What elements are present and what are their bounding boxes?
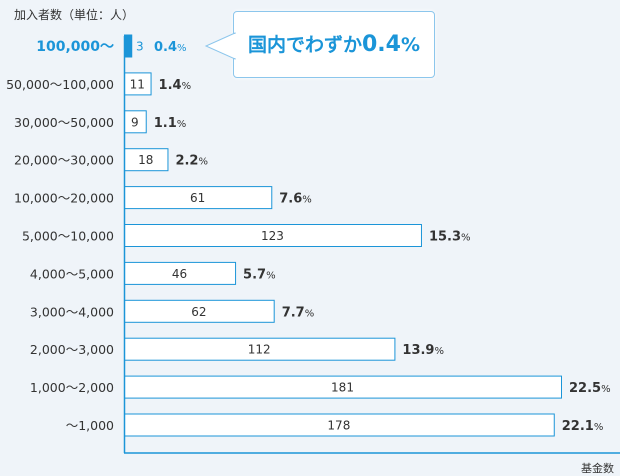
percent-label: 22.5% — [569, 381, 611, 396]
x-axis-label: 基金数 — [581, 462, 614, 475]
percent-unit: % — [182, 81, 192, 92]
percent-label: 22.1% — [562, 419, 604, 434]
callout-value: 0.4 — [361, 32, 401, 57]
bar-value-label: 123 — [261, 229, 284, 243]
category-label: 1,000〜2,000 — [30, 380, 114, 395]
bar-value-label: 62 — [191, 305, 206, 319]
category-label: 3,000〜4,000 — [30, 304, 114, 319]
bar-value-label: 46 — [172, 267, 187, 281]
percent-label: 2.2% — [175, 154, 208, 169]
percent-label: 0.4% — [154, 40, 187, 55]
percent-unit: % — [601, 384, 611, 395]
bar-value-label: 11 — [130, 77, 145, 91]
percent-unit: % — [461, 233, 471, 244]
percent-unit: % — [305, 308, 315, 319]
bar-value-label: 178 — [327, 419, 350, 433]
callout-text: 国内でわずか0.4% — [234, 30, 434, 57]
percent-label: 7.6% — [279, 192, 312, 207]
bar-value-label: 112 — [248, 343, 271, 357]
y-axis-label: 加入者数（単位：人） — [14, 8, 135, 22]
percent-unit: % — [177, 119, 187, 130]
percent-label: 13.9% — [402, 343, 444, 358]
bar-value-label: 9 — [131, 115, 139, 129]
percent-unit: % — [434, 346, 444, 357]
bar-value-label: 61 — [190, 191, 205, 205]
category-label: 4,000〜5,000 — [30, 266, 114, 281]
category-label: 50,000〜100,000 — [6, 77, 114, 92]
category-label: 10,000〜20,000 — [14, 191, 114, 206]
percent-unit: % — [198, 157, 208, 168]
percent-unit: % — [266, 270, 276, 281]
callout-unit: % — [400, 34, 421, 56]
category-label: 30,000〜50,000 — [14, 115, 114, 130]
bar — [124, 34, 133, 58]
callout-message: 国内でわずか — [247, 34, 362, 56]
percent-unit: % — [177, 43, 187, 54]
callout-box: 国内でわずか0.4% — [204, 11, 435, 78]
bar-value-label: 18 — [138, 153, 153, 167]
percent-label: 5.7% — [243, 267, 276, 282]
percent-unit: % — [594, 422, 604, 433]
callout-tail — [204, 32, 238, 60]
category-label: 2,000〜3,000 — [30, 342, 114, 357]
category-label: 20,000〜30,000 — [14, 153, 114, 168]
percent-label: 15.3% — [429, 230, 471, 245]
category-label: 100,000〜 — [36, 39, 114, 55]
percent-label: 7.7% — [282, 305, 315, 320]
bar-value-label: 3 — [136, 40, 144, 54]
percent-label: 1.1% — [154, 116, 187, 131]
category-label: 5,000〜10,000 — [22, 229, 114, 244]
percent-label: 1.4% — [159, 78, 192, 93]
bar-value-label: 181 — [331, 381, 354, 395]
percent-unit: % — [302, 195, 312, 206]
category-label: 〜1,000 — [66, 418, 114, 433]
